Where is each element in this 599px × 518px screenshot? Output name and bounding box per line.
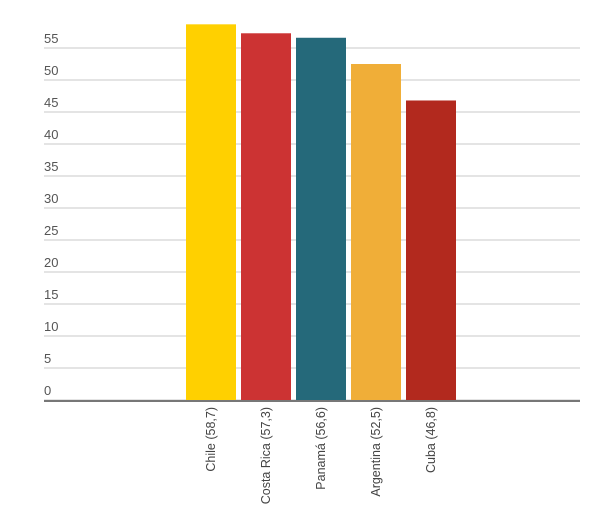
y-tick-label-5: 5	[44, 351, 51, 366]
y-tick-label-10: 10	[44, 319, 58, 334]
bar-2	[241, 33, 291, 400]
y-tick-label-25: 25	[44, 223, 58, 238]
y-tick-label-30: 30	[44, 191, 58, 206]
y-tick-label-15: 15	[44, 287, 58, 302]
x-category-label-5: Cuba (46,8)	[424, 407, 438, 473]
x-category-label-4: Argentina (52,5)	[369, 407, 383, 497]
x-category-label-1: Chile (58,7)	[204, 407, 218, 472]
y-tick-label-35: 35	[44, 159, 58, 174]
bars	[186, 24, 456, 400]
y-tick-label-40: 40	[44, 127, 58, 142]
x-category-label-2: Costa Rica (57,3)	[259, 407, 273, 504]
y-tick-label-50: 50	[44, 63, 58, 78]
y-tick-label-45: 45	[44, 95, 58, 110]
bar-4	[351, 64, 401, 400]
x-category-label-3: Panamá (56,6)	[314, 407, 328, 490]
x-axis-labels: Chile (58,7) Costa Rica (57,3) Panamá (56,…	[204, 407, 438, 504]
y-tick-label-55: 55	[44, 31, 58, 46]
y-axis-ticks: 0 5 10 15 20 25 30 35 40 45 50 55	[44, 31, 58, 398]
bar-5	[406, 100, 456, 400]
bar-3	[296, 37, 346, 400]
bar-1	[186, 24, 236, 400]
y-tick-label-0: 0	[44, 383, 51, 398]
y-tick-label-20: 20	[44, 255, 58, 270]
